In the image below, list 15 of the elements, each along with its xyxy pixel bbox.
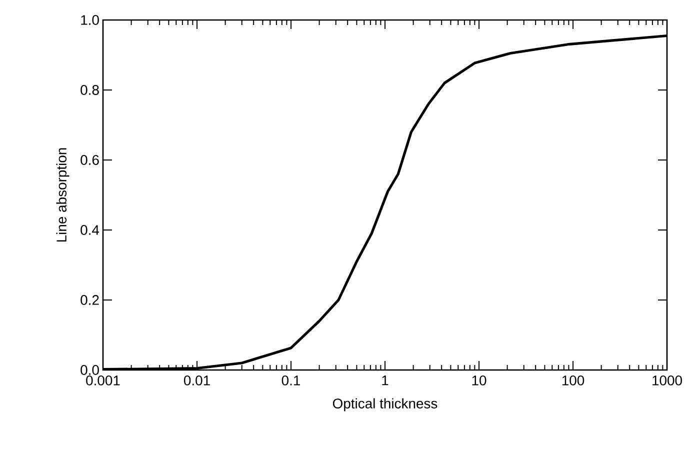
y-tick-label: 0.0 (80, 365, 99, 375)
y-axis-title: Line absorption (56, 148, 70, 242)
x-tick-label: 0.1 (282, 376, 300, 386)
y-tick-label: 0.8 (80, 85, 99, 95)
x-tick-label: 10 (472, 376, 486, 386)
y-tick-label: 0.6 (80, 155, 99, 165)
x-tick-label: 0.001 (86, 376, 120, 386)
x-tick-label: 100 (562, 376, 584, 386)
x-tick-label: 1000 (652, 376, 682, 386)
y-tick-label: 0.4 (80, 225, 100, 235)
x-axis-title: Optical thickness (332, 398, 438, 412)
y-tick-label: 1.0 (81, 15, 99, 25)
x-tick-label: 1 (382, 376, 388, 386)
y-tick-label: 0.2 (80, 295, 99, 305)
x-tick-label: 0.01 (184, 376, 210, 386)
